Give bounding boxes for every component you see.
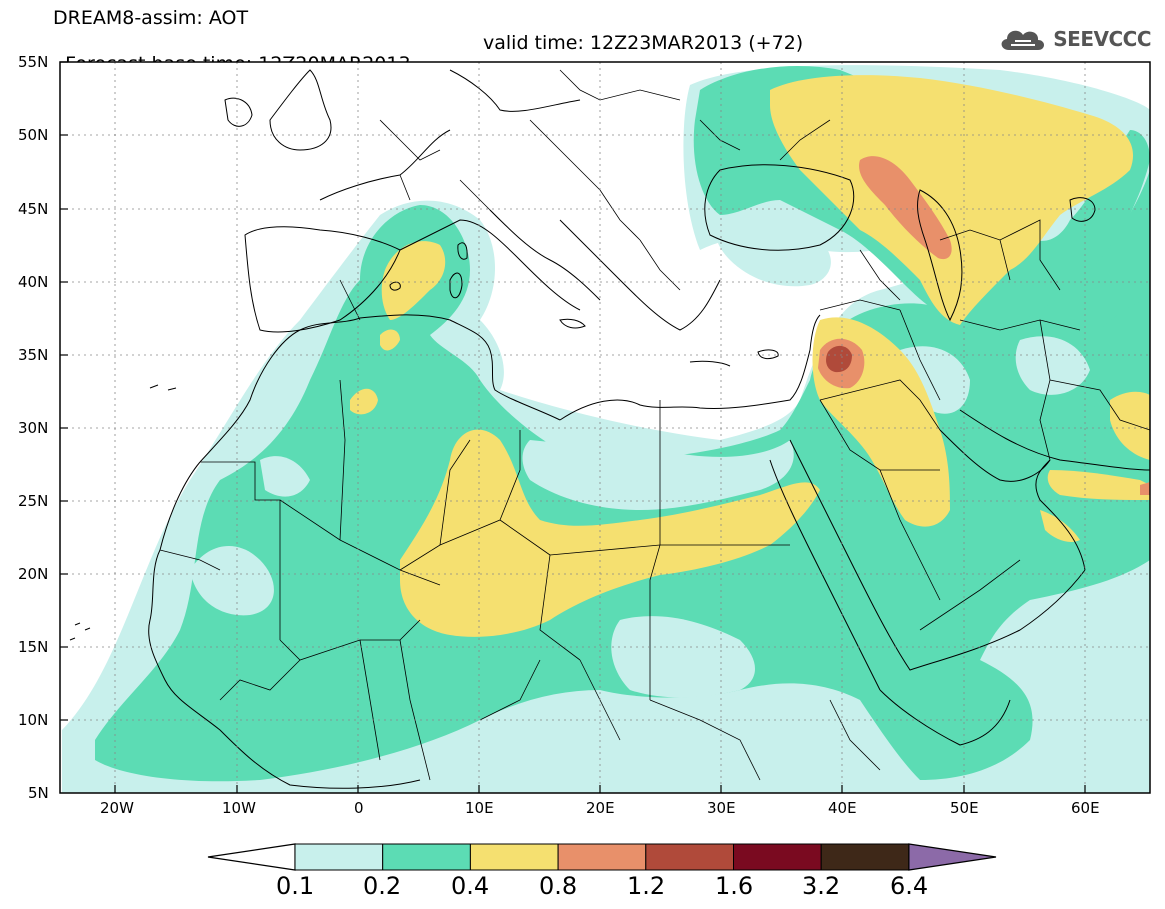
colorbar <box>207 843 997 871</box>
colorbar-under-arrow <box>207 843 296 871</box>
valid-time-label: valid time: 12Z23MAR2013 (+72) <box>483 32 804 54</box>
logo-text: SEEVCCC <box>1053 27 1151 51</box>
y-tick-label: 50N <box>18 126 49 144</box>
map-title: DREAM8-assim: AOT <box>53 7 249 29</box>
x-tick-label: 10E <box>465 799 494 817</box>
country-borders <box>159 69 1150 781</box>
colorbar-label: 0.4 <box>451 872 490 900</box>
y-tick-label: 35N <box>18 346 49 364</box>
aot-contours <box>60 62 1150 793</box>
x-tick-label: 20W <box>100 799 134 817</box>
y-tick-label: 20N <box>18 565 49 583</box>
x-tick-label: 0 <box>354 799 364 817</box>
x-tick-label: 50E <box>950 799 979 817</box>
colorbar-bin-3 <box>469 843 559 871</box>
y-tick-label: 15N <box>18 638 49 656</box>
y-tick-label: 25N <box>18 492 49 510</box>
colorbar-label: 0.8 <box>539 872 578 900</box>
colorbar-bin-1 <box>294 843 384 871</box>
colorbar-label: 1.6 <box>715 872 754 900</box>
x-tick-label: 40E <box>828 799 857 817</box>
tick-marks <box>60 61 1086 793</box>
y-tick-label: 5N <box>28 784 49 802</box>
y-tick-label: 10N <box>18 711 49 729</box>
y-tick-label: 45N <box>18 200 49 218</box>
colorbar-over-arrow <box>908 843 997 871</box>
y-tick-label: 30N <box>18 419 49 437</box>
seevccc-logo: SEEVCCC <box>997 22 1151 56</box>
graticule <box>60 62 1150 793</box>
colorbar-bin-7 <box>820 843 910 871</box>
colorbar-bin-2 <box>382 843 471 871</box>
colorbar-label: 0.2 <box>363 872 402 900</box>
colorbar-label: 1.2 <box>627 872 666 900</box>
aot-level-1-2 <box>826 345 852 373</box>
y-tick-label: 40N <box>18 273 49 291</box>
coastlines <box>69 69 1150 789</box>
colorbar-bin-6 <box>733 843 822 871</box>
y-tick-label: 55N <box>18 53 49 71</box>
x-tick-label: 30E <box>707 799 736 817</box>
x-tick-label: 10W <box>222 799 256 817</box>
colorbar-bin-5 <box>645 843 734 871</box>
colorbar-label: 0.1 <box>276 872 315 900</box>
x-tick-label: 60E <box>1071 799 1100 817</box>
colorbar-label: 3.2 <box>802 872 841 900</box>
cloud-logo-icon <box>1001 30 1045 50</box>
colorbar-label: 6.4 <box>890 872 929 900</box>
x-tick-label: 20E <box>586 799 615 817</box>
colorbar-bin-4 <box>557 843 647 871</box>
